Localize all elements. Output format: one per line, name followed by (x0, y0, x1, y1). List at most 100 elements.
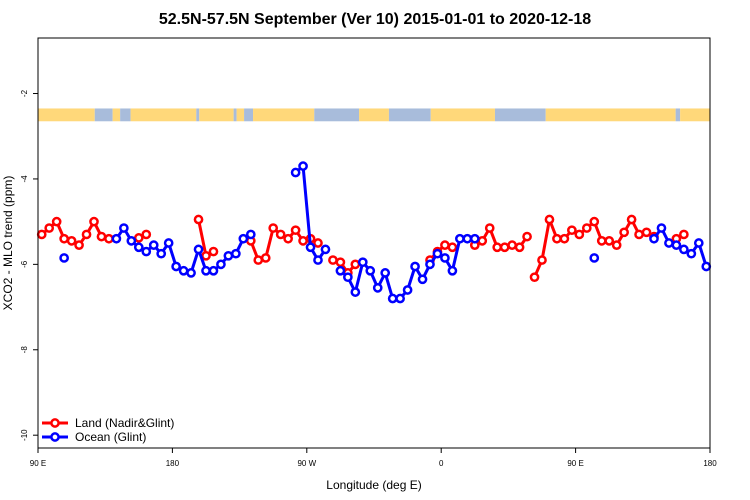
series-land-point (619, 227, 629, 238)
series-land-point (74, 240, 84, 250)
series-land-point (589, 216, 600, 227)
series-land-point (626, 214, 637, 225)
series-land-point (44, 223, 55, 233)
series-ocean-point (111, 233, 122, 244)
series-ocean-point (133, 242, 144, 253)
x-tick-label: 90 E (567, 459, 583, 468)
series-ocean-point (290, 167, 301, 178)
series-ocean-point (119, 223, 129, 233)
series-ocean-point (649, 233, 659, 244)
y-tick-label: -4 (20, 175, 29, 183)
x-tick-label: 90 W (297, 459, 316, 468)
series-land-point (283, 233, 293, 244)
series-ocean-point (455, 233, 465, 244)
series-land-point (492, 242, 503, 253)
x-tick-label: 90 E (30, 459, 46, 468)
strip-land-segment (199, 108, 234, 122)
strip-ocean-segment (314, 108, 360, 122)
series-ocean-point (469, 233, 480, 244)
series-land (36, 214, 689, 283)
series-land-point (634, 229, 644, 240)
series-ocean-point (59, 253, 69, 263)
series-land-point (51, 216, 62, 227)
y-tick-label: -8 (20, 346, 29, 354)
strip-land-segment (359, 108, 389, 122)
series-ocean-point (343, 272, 353, 283)
strip-ocean-segment (244, 108, 254, 122)
strip-ocean-segment (94, 108, 113, 122)
series-land-point (611, 240, 622, 250)
series-ocean-point (693, 238, 704, 248)
strip-land-segment (680, 108, 710, 122)
series-land-point (507, 240, 517, 250)
strip-land-segment (236, 108, 245, 122)
series-land-point (499, 242, 510, 253)
series-land-point (96, 231, 107, 242)
strip-ocean-segment (388, 108, 431, 122)
series-land-point (193, 214, 204, 225)
legend-land-label: Land (Nadir&Glint) (75, 416, 174, 430)
series-land-point (641, 227, 652, 238)
strip-land-segment (253, 108, 315, 122)
series-land-point (552, 233, 562, 244)
series-ocean-point (589, 253, 600, 263)
series-land-point (529, 272, 540, 283)
series-land-point (298, 236, 308, 246)
x-tick-label: 180 (166, 459, 180, 468)
y-tick-label: -2 (20, 89, 29, 97)
series-land-point (104, 233, 114, 244)
strip-ocean-segment (494, 108, 546, 122)
series-ocean-point (245, 229, 256, 240)
series-ocean (59, 161, 712, 304)
series-land-point (440, 240, 450, 250)
series-land-point (201, 250, 211, 261)
x-axis-label: Longitude (deg E) (326, 478, 421, 492)
strip-ocean-segment (233, 108, 237, 122)
series-land-point (328, 255, 338, 265)
series-ocean-point (410, 261, 420, 272)
series-land-point (477, 236, 488, 246)
series-land-point (596, 236, 607, 246)
series-ocean-point (395, 293, 405, 304)
series-ocean-point (417, 274, 428, 285)
series-ocean-point (387, 293, 398, 304)
series-land-point (268, 223, 279, 233)
series-ocean-point (193, 244, 204, 255)
series-land-point (514, 242, 525, 253)
series-land-point (141, 229, 152, 240)
series-ocean-point (357, 257, 368, 268)
series-ocean-point (679, 244, 689, 255)
series-ocean-point (365, 265, 376, 276)
series-land-point (81, 229, 92, 240)
series-ocean-point (156, 248, 167, 259)
x-axis: 90 E 180 90 W 0 90 E 180 (30, 448, 717, 468)
strip-land-segment (38, 108, 95, 122)
y-tick-label: -10 (20, 429, 29, 441)
strip-ocean-segment (675, 108, 681, 122)
series-ocean-point (432, 248, 443, 259)
series-ocean-point (425, 259, 435, 270)
series-ocean-point (664, 238, 674, 248)
series-land-point (133, 233, 144, 243)
series-ocean-point (320, 244, 331, 255)
series-land-point (89, 216, 99, 227)
series-land-point (537, 255, 547, 265)
series-ocean-point (350, 287, 361, 297)
series-ocean-point (335, 265, 346, 276)
series-ocean-point (440, 253, 450, 263)
series-ocean-point (372, 282, 383, 293)
series-ocean-point (298, 161, 308, 171)
series-land-point (260, 253, 271, 263)
series-land-point (208, 246, 219, 257)
series-land-point (567, 225, 577, 236)
series-ocean-point (402, 285, 413, 295)
plot-frame (37, 37, 711, 449)
series-land-point (574, 229, 585, 240)
legend-land-marker (50, 418, 60, 428)
strip-land-segment (130, 108, 197, 122)
series-land-point (66, 236, 77, 246)
series-land-point (522, 231, 532, 242)
series-ocean-point (686, 248, 697, 259)
legend-ocean-label: Ocean (Glint) (75, 430, 146, 444)
